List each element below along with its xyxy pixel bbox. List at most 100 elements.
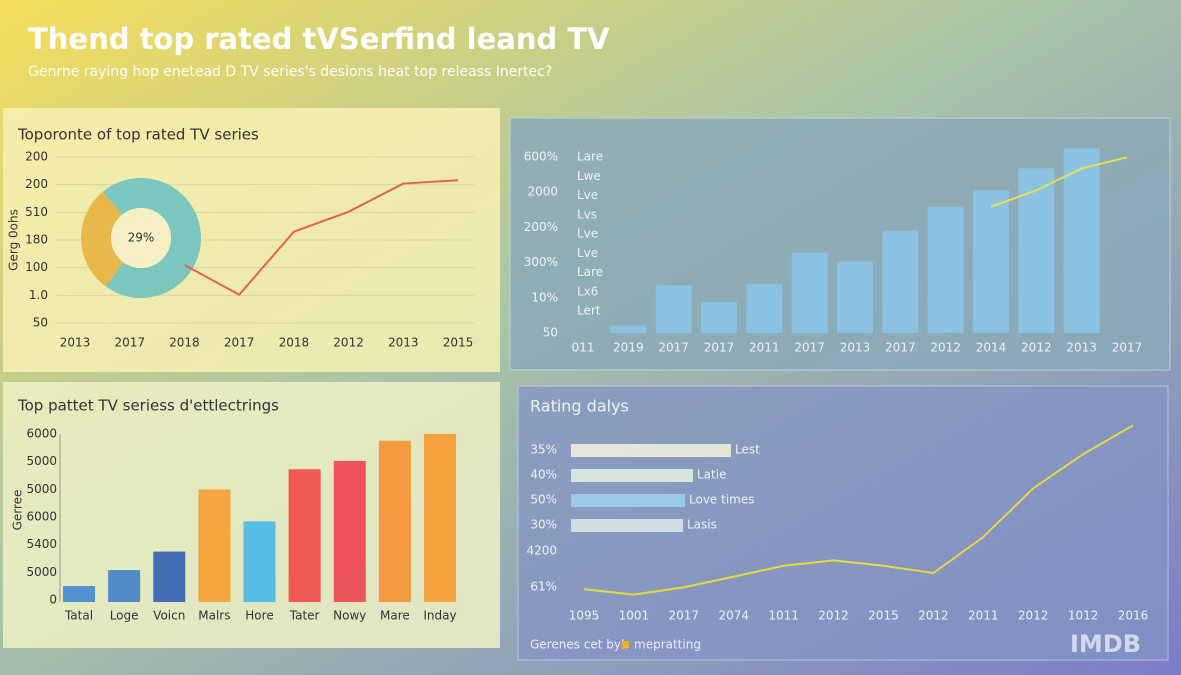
x-tick-label: 2011 xyxy=(968,609,999,623)
bar xyxy=(63,586,95,602)
y-tick-label: 200% xyxy=(524,220,558,234)
x-tick-label: 2017 xyxy=(658,341,689,355)
x-tick-label: 1095 xyxy=(569,609,600,623)
bar xyxy=(424,434,456,602)
hbar-label: 40% xyxy=(530,468,557,482)
y-tick-label: 300% xyxy=(524,255,558,269)
x-tick-label: 2013 xyxy=(60,336,91,350)
donut-slice xyxy=(81,191,124,287)
x-tick-label: 2014 xyxy=(976,341,1007,355)
hbar-name: Lasis xyxy=(687,518,717,532)
x-tick-label: 2017 xyxy=(669,609,700,623)
chart: Rating dalys 4200 61% 1095 1001 2017 2074 1011 2… xyxy=(526,397,1148,623)
hbar xyxy=(571,494,685,507)
x-tick-label: 2012 xyxy=(1021,341,1052,355)
y-tick-label: 6000 xyxy=(26,427,57,441)
x-tick-label: 2016 xyxy=(1118,609,1149,623)
x-tick-label: Loge xyxy=(110,609,139,623)
x-tick-label: 2017 xyxy=(794,341,825,355)
y-tick-label: 5000 xyxy=(26,454,57,468)
footer-text: Gerenes cet byl: xyxy=(530,638,628,652)
x-tick-label: Mare xyxy=(380,609,410,623)
bar xyxy=(791,252,828,333)
x-tick-label: 2012 xyxy=(1018,609,1049,623)
y-tick-label: 61% xyxy=(530,580,557,594)
series-label: Lx6 xyxy=(577,284,598,298)
y-tick-label: 1.0 xyxy=(29,288,48,302)
x-tick-label: 2074 xyxy=(718,609,749,623)
hbar-label: 30% xyxy=(530,518,557,532)
bar xyxy=(153,551,186,602)
x-tick-label: 2017 xyxy=(885,341,916,355)
x-tick-label: 1012 xyxy=(1068,609,1099,623)
chart: Top pattet TV seriess d'ettlectrings Gerr… xyxy=(11,397,457,623)
x-tick-label: 2013 xyxy=(840,341,871,355)
hbar-label: 35% xyxy=(530,443,557,457)
series-label: Lvs xyxy=(577,207,597,221)
x-tick-label: Tater xyxy=(289,609,320,623)
x-tick-label: Hore xyxy=(245,609,273,623)
donut-slice xyxy=(102,178,201,298)
x-tick-label: 2013 xyxy=(1066,341,1097,355)
series-label: Lve xyxy=(577,188,598,202)
y-tick-label: 510 xyxy=(25,205,48,219)
line xyxy=(990,156,1128,208)
y-tick-label: 200 xyxy=(25,150,48,164)
bar xyxy=(378,440,411,602)
series-label: Lare xyxy=(577,150,603,164)
x-tick-label: 2017 xyxy=(704,341,735,355)
x-tick-label: 011 xyxy=(572,341,595,355)
x-tick-label: 2015 xyxy=(868,609,899,623)
legend-swatch xyxy=(622,641,629,648)
bar xyxy=(243,521,276,602)
chart: Toporonte of top rated TV series Gerg 0oh… xyxy=(7,126,475,350)
y-tick-label: 0 xyxy=(49,593,57,607)
hbar-label: 50% xyxy=(530,493,557,507)
bar xyxy=(882,230,919,333)
donut-label: 29% xyxy=(128,231,155,245)
series-label: Lve xyxy=(577,227,598,241)
line xyxy=(183,179,459,297)
hbar-name: Lest xyxy=(735,443,760,457)
bar xyxy=(655,285,692,333)
y-tick-label: 6000 xyxy=(26,510,57,524)
bar xyxy=(837,261,873,333)
y-tick-label: 180 xyxy=(25,233,48,247)
x-tick-label: 2018 xyxy=(279,336,310,350)
bar xyxy=(610,325,647,333)
y-tick-label: 4200 xyxy=(526,544,557,558)
x-tick-label: Malrs xyxy=(198,609,230,623)
x-tick-label: 2012 xyxy=(333,336,364,350)
y-tick-label: 10% xyxy=(531,290,558,304)
y-tick-label: 5000 xyxy=(26,482,57,496)
bar xyxy=(1063,148,1100,333)
legend-label: mepratting xyxy=(634,638,701,652)
y-axis-label: Gerg 0ohs xyxy=(7,209,21,271)
y-tick-label: 50 xyxy=(33,316,48,330)
x-tick-label: 2017 xyxy=(224,336,255,350)
chart: 600% 2000 200% 300% 10% 50 011 2019 2017 2017 2011… xyxy=(524,148,1142,355)
x-tick-label: 2012 xyxy=(818,609,849,623)
panel xyxy=(3,382,500,648)
x-tick-label: 2018 xyxy=(169,336,200,350)
y-tick-label: 50 xyxy=(543,326,558,340)
bar xyxy=(288,469,321,602)
x-tick-label: 2012 xyxy=(918,609,949,623)
series-label: Lert xyxy=(577,304,601,318)
chart-title: Toporonte of top rated TV series xyxy=(17,126,259,144)
hbar-name: Latie xyxy=(697,468,726,482)
donut-hole xyxy=(111,208,171,268)
y-tick-label: 2000 xyxy=(527,185,558,199)
y-axis-label: Gerree xyxy=(11,490,25,531)
x-tick-label: 2017 xyxy=(114,336,145,350)
series-label: Lwe xyxy=(577,169,601,183)
y-tick-label: 600% xyxy=(524,150,558,164)
x-tick-label: 1011 xyxy=(768,609,799,623)
hbar xyxy=(571,519,683,532)
page-title: Thend top rated tVSerfind leand TV xyxy=(28,22,610,56)
series-label: Lare xyxy=(577,265,603,279)
chart-title: Rating dalys xyxy=(530,397,629,416)
bar xyxy=(333,460,366,602)
x-tick-label: Voicn xyxy=(153,609,185,623)
